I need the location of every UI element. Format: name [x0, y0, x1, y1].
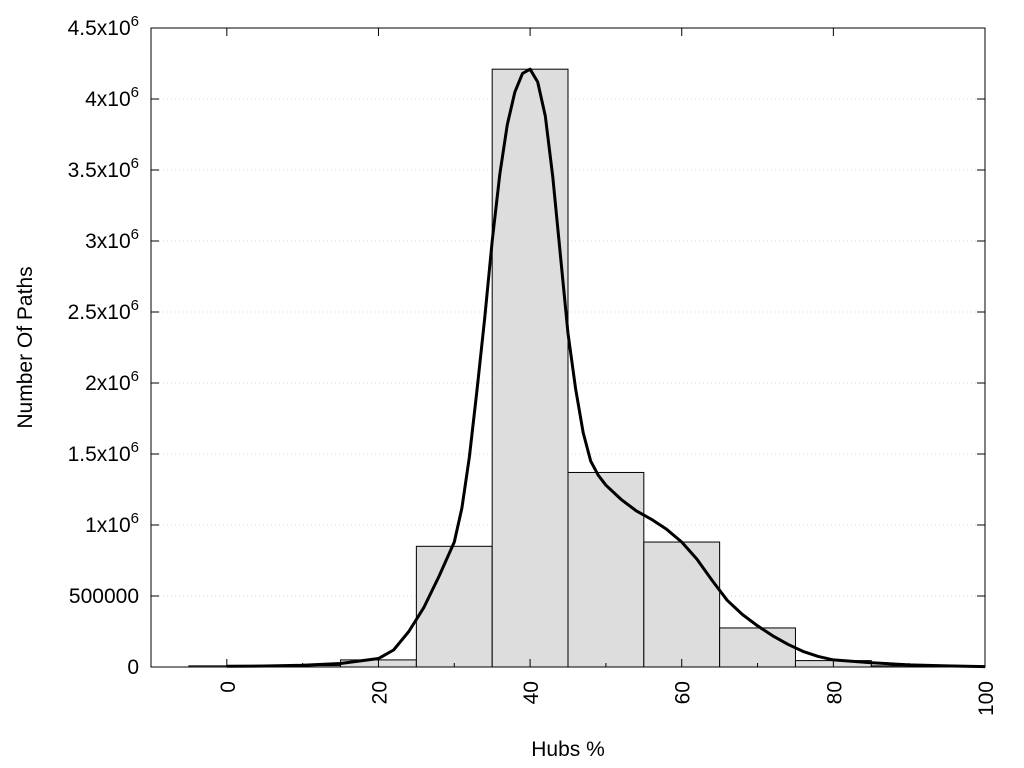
y-tick-label: 4x106 — [85, 84, 139, 111]
plot-frame — [150, 27, 986, 668]
y-tick-label: 3.5x106 — [68, 155, 139, 182]
histogram-bar — [567, 471, 645, 668]
y-tick-labels: 0 500000 1x106 1.5x106 2x106 2.5x106 3x106 3.5x… — [68, 13, 139, 679]
histogram-bar — [719, 627, 796, 668]
y-tick-label: 0 — [127, 656, 139, 679]
y-tick-label: 3x106 — [85, 226, 139, 253]
x-tick-label: 20 — [368, 681, 391, 704]
x-tick-label: 60 — [672, 681, 695, 704]
y-tick-label: 2.5x106 — [68, 297, 139, 324]
x-tick-label: 80 — [823, 681, 846, 704]
y-tick-label: 4.5x106 — [68, 13, 139, 40]
histogram-bars — [188, 68, 948, 668]
y-tick-label: 500000 — [69, 585, 139, 608]
histogram-bar — [491, 68, 569, 668]
y-tick-label: 1.5x106 — [68, 439, 139, 466]
x-tick-labels: 0 20 40 60 80 100 — [217, 681, 998, 716]
density-curve — [226, 67, 986, 669]
histogram-bar — [643, 541, 721, 668]
y-axis-title: Number Of Paths — [14, 266, 37, 428]
axis-ticks — [151, 27, 986, 668]
x-axis-title: Hubs % — [531, 738, 605, 761]
histogram-bar — [415, 545, 493, 668]
x-tick-label: 40 — [520, 681, 543, 704]
x-tick-label: 100 — [975, 681, 998, 716]
y-tick-label: 1x106 — [85, 510, 139, 537]
x-tick-label: 0 — [217, 681, 240, 693]
y-tick-label: 2x106 — [85, 368, 139, 395]
